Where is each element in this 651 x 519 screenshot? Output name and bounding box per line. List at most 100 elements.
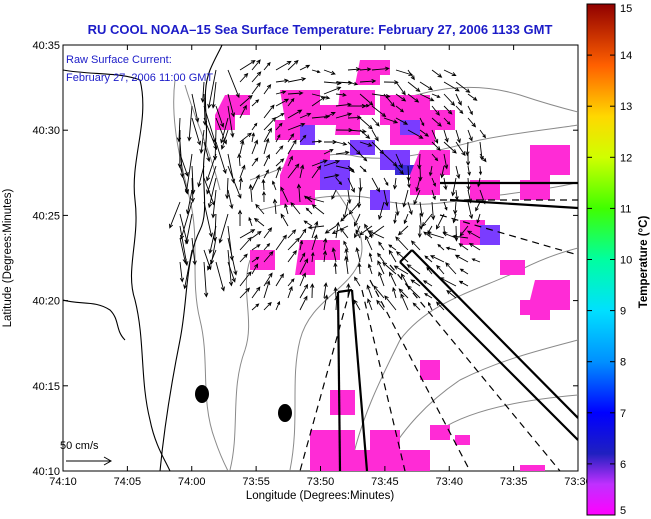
current-vector <box>191 237 197 266</box>
current-vector <box>368 252 373 263</box>
current-vector <box>402 189 409 208</box>
current-vector <box>179 237 187 264</box>
current-vector <box>371 117 380 127</box>
current-vector <box>239 60 256 71</box>
current-vector <box>395 201 400 217</box>
current-vector <box>418 165 423 182</box>
current-vector <box>355 246 361 263</box>
station-marker-2 <box>278 404 292 422</box>
current-vector <box>333 262 338 275</box>
chart-title: RU COOL NOAA–15 Sea Surface Temperature:… <box>88 22 553 37</box>
current-vector <box>335 221 340 239</box>
current-vector <box>431 117 442 127</box>
current-vector <box>452 213 457 224</box>
current-vector <box>275 165 281 179</box>
current-vector <box>311 165 322 179</box>
current-vector <box>253 217 265 227</box>
current-vector <box>383 153 398 167</box>
current-vector <box>251 263 259 275</box>
current-vector <box>263 61 271 71</box>
current-vector <box>227 261 236 283</box>
current-vector <box>458 243 469 251</box>
current-vector <box>431 177 436 187</box>
current-vector <box>275 273 284 287</box>
current-vector <box>446 289 457 299</box>
current-vector <box>323 237 328 251</box>
current-vector <box>367 298 373 311</box>
current-vector <box>239 139 245 155</box>
y-tick-label: 40:15 <box>32 381 60 393</box>
current-vector <box>453 201 458 215</box>
current-vector <box>477 177 481 188</box>
current-vector <box>452 234 469 239</box>
current-vector <box>334 295 339 311</box>
x-tick-label: 73:30 <box>564 476 592 488</box>
current-vector <box>203 117 218 151</box>
current-vector <box>431 141 441 151</box>
current-vector <box>467 117 477 128</box>
current-vector <box>467 201 474 220</box>
x-tick-label: 73:35 <box>500 476 528 488</box>
current-vector <box>395 165 404 175</box>
current-vector <box>451 177 457 197</box>
current-vector <box>296 183 302 203</box>
current-vector <box>271 180 277 191</box>
current-vector <box>287 59 299 71</box>
current-vector <box>383 189 389 207</box>
current-vector <box>419 129 430 137</box>
current-vector <box>413 189 421 206</box>
current-vector <box>287 155 293 167</box>
y-tick-label: 40:30 <box>32 125 60 137</box>
current-vector <box>263 153 270 167</box>
current-vector <box>311 251 315 263</box>
current-vector <box>251 81 261 95</box>
current-vector <box>466 177 471 191</box>
current-vector <box>403 213 409 225</box>
current-vector <box>179 261 185 283</box>
current-vector <box>184 153 193 194</box>
current-vector <box>335 150 350 155</box>
current-vector <box>445 246 457 251</box>
current-vector <box>377 260 385 275</box>
current-vector <box>359 67 372 72</box>
current-vector <box>211 189 217 219</box>
current-vector <box>395 105 405 113</box>
current-vector <box>348 201 361 215</box>
current-vector <box>424 293 433 299</box>
current-vector <box>478 165 483 176</box>
current-vector <box>353 213 361 227</box>
current-vector <box>287 97 295 107</box>
current-vector <box>305 207 313 215</box>
current-vector <box>359 78 377 84</box>
current-vector <box>431 69 443 78</box>
current-vector <box>471 258 481 263</box>
current-vector <box>359 141 373 147</box>
y-axis-ticks: 40:35 40:30 40:25 40:20 40:15 40:10 <box>32 40 578 478</box>
current-vector <box>393 265 409 275</box>
current-vector <box>311 234 318 251</box>
x-tick-label: 73:40 <box>435 476 463 488</box>
current-vector <box>383 177 389 186</box>
current-vector <box>406 264 421 275</box>
current-vector <box>220 129 229 150</box>
current-vector <box>419 81 434 91</box>
current-vector <box>455 165 461 180</box>
current-vector <box>220 117 229 144</box>
current-vector <box>227 105 235 138</box>
current-vector <box>190 177 195 203</box>
current-vector <box>207 249 217 271</box>
current-vector <box>417 225 422 239</box>
current-vector <box>395 93 407 102</box>
current-vector <box>340 213 349 222</box>
current-vector <box>211 81 217 109</box>
current-vector <box>323 69 336 75</box>
current-vector <box>415 177 421 193</box>
current-label-line2: February 27, 2006 11:00 GMT <box>66 72 213 84</box>
current-vector <box>366 284 373 299</box>
current-vector <box>465 153 471 167</box>
current-vector <box>335 92 347 97</box>
current-vector <box>251 157 259 167</box>
current-vector <box>263 227 273 239</box>
current-vector <box>419 93 435 102</box>
current-vector <box>191 93 200 123</box>
